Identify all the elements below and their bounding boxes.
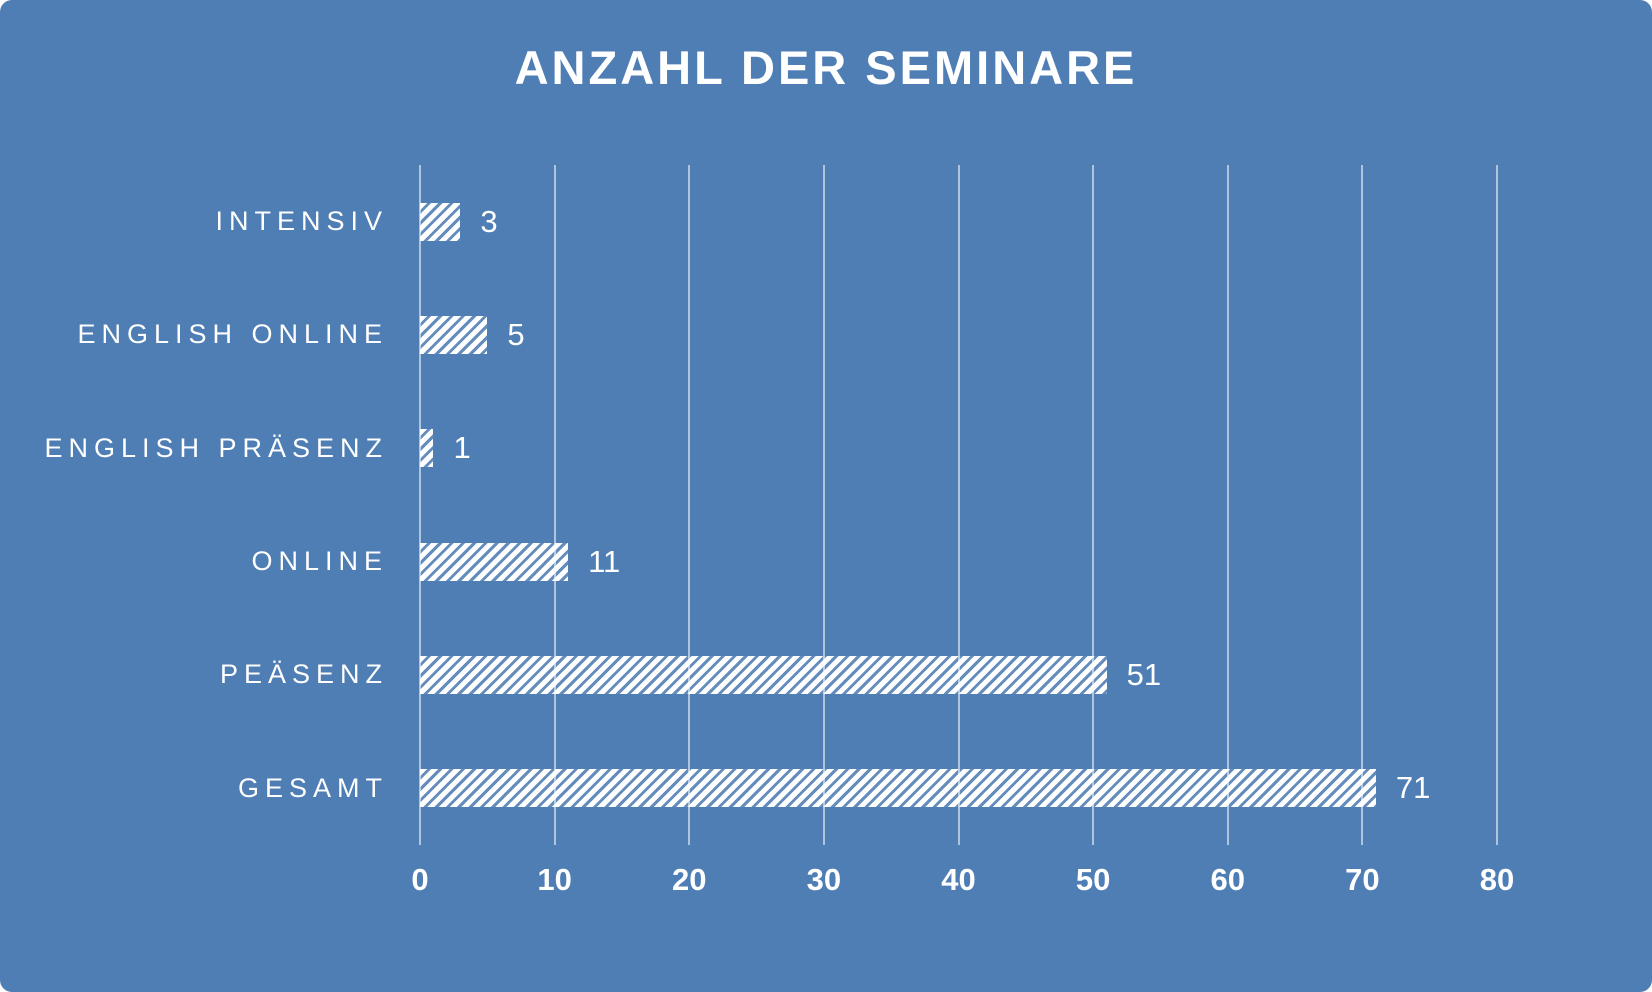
value-label: 5 xyxy=(507,316,525,352)
category-label: INTENSIV xyxy=(215,206,388,237)
gridline xyxy=(419,165,421,845)
x-tick-label: 70 xyxy=(1345,862,1380,897)
plot-area: 3 5 1 11 51 71 xyxy=(419,165,1498,845)
category-label: ENGLISH ONLINE xyxy=(77,319,388,350)
x-tick-label: 10 xyxy=(537,862,572,897)
bar xyxy=(420,429,434,468)
gridline xyxy=(1496,165,1498,845)
gridline xyxy=(688,165,691,845)
gridline xyxy=(822,165,825,845)
bar xyxy=(420,202,461,241)
bar-row: 1 xyxy=(420,392,1497,505)
x-axis: 0 10 20 30 40 50 60 70 80 xyxy=(411,862,1514,912)
bar xyxy=(420,655,1107,694)
chart-title: ANZAHL DER SEMINARE xyxy=(514,41,1138,94)
value-label: 11 xyxy=(588,543,621,579)
bar xyxy=(420,542,569,581)
bar-row: 5 xyxy=(420,278,1497,391)
gridline xyxy=(957,165,960,845)
value-label: 3 xyxy=(480,203,498,239)
category-label: PEÄSENZ xyxy=(219,659,388,690)
bar xyxy=(420,315,488,354)
value-label: 51 xyxy=(1126,656,1162,692)
bar-row: 71 xyxy=(420,732,1497,845)
category-label: GESAMT xyxy=(237,772,388,803)
gridline xyxy=(1092,165,1095,845)
x-tick-label: 0 xyxy=(411,862,429,897)
category-label: ONLINE xyxy=(251,546,388,577)
bar-row: 3 xyxy=(420,165,1497,278)
gridline xyxy=(1226,165,1229,845)
bar-row: 51 xyxy=(420,618,1497,731)
gridline xyxy=(553,165,556,845)
value-label: 71 xyxy=(1395,770,1431,806)
x-tick-label: 20 xyxy=(672,862,707,897)
value-label: 1 xyxy=(453,430,471,466)
bar xyxy=(420,769,1376,808)
x-tick-label: 40 xyxy=(941,862,976,897)
x-tick-label: 30 xyxy=(806,862,842,897)
bar-row: 11 xyxy=(420,505,1497,618)
x-tick-label: 50 xyxy=(1075,862,1111,897)
category-labels: INTENSIV ENGLISH ONLINE ENGLISH PRÄSENZ ONL… xyxy=(0,165,388,845)
x-tick-label: 60 xyxy=(1210,862,1245,897)
category-label: ENGLISH PRÄSENZ xyxy=(44,432,388,463)
x-tick-label: 80 xyxy=(1479,862,1515,897)
gridline xyxy=(1361,165,1364,845)
